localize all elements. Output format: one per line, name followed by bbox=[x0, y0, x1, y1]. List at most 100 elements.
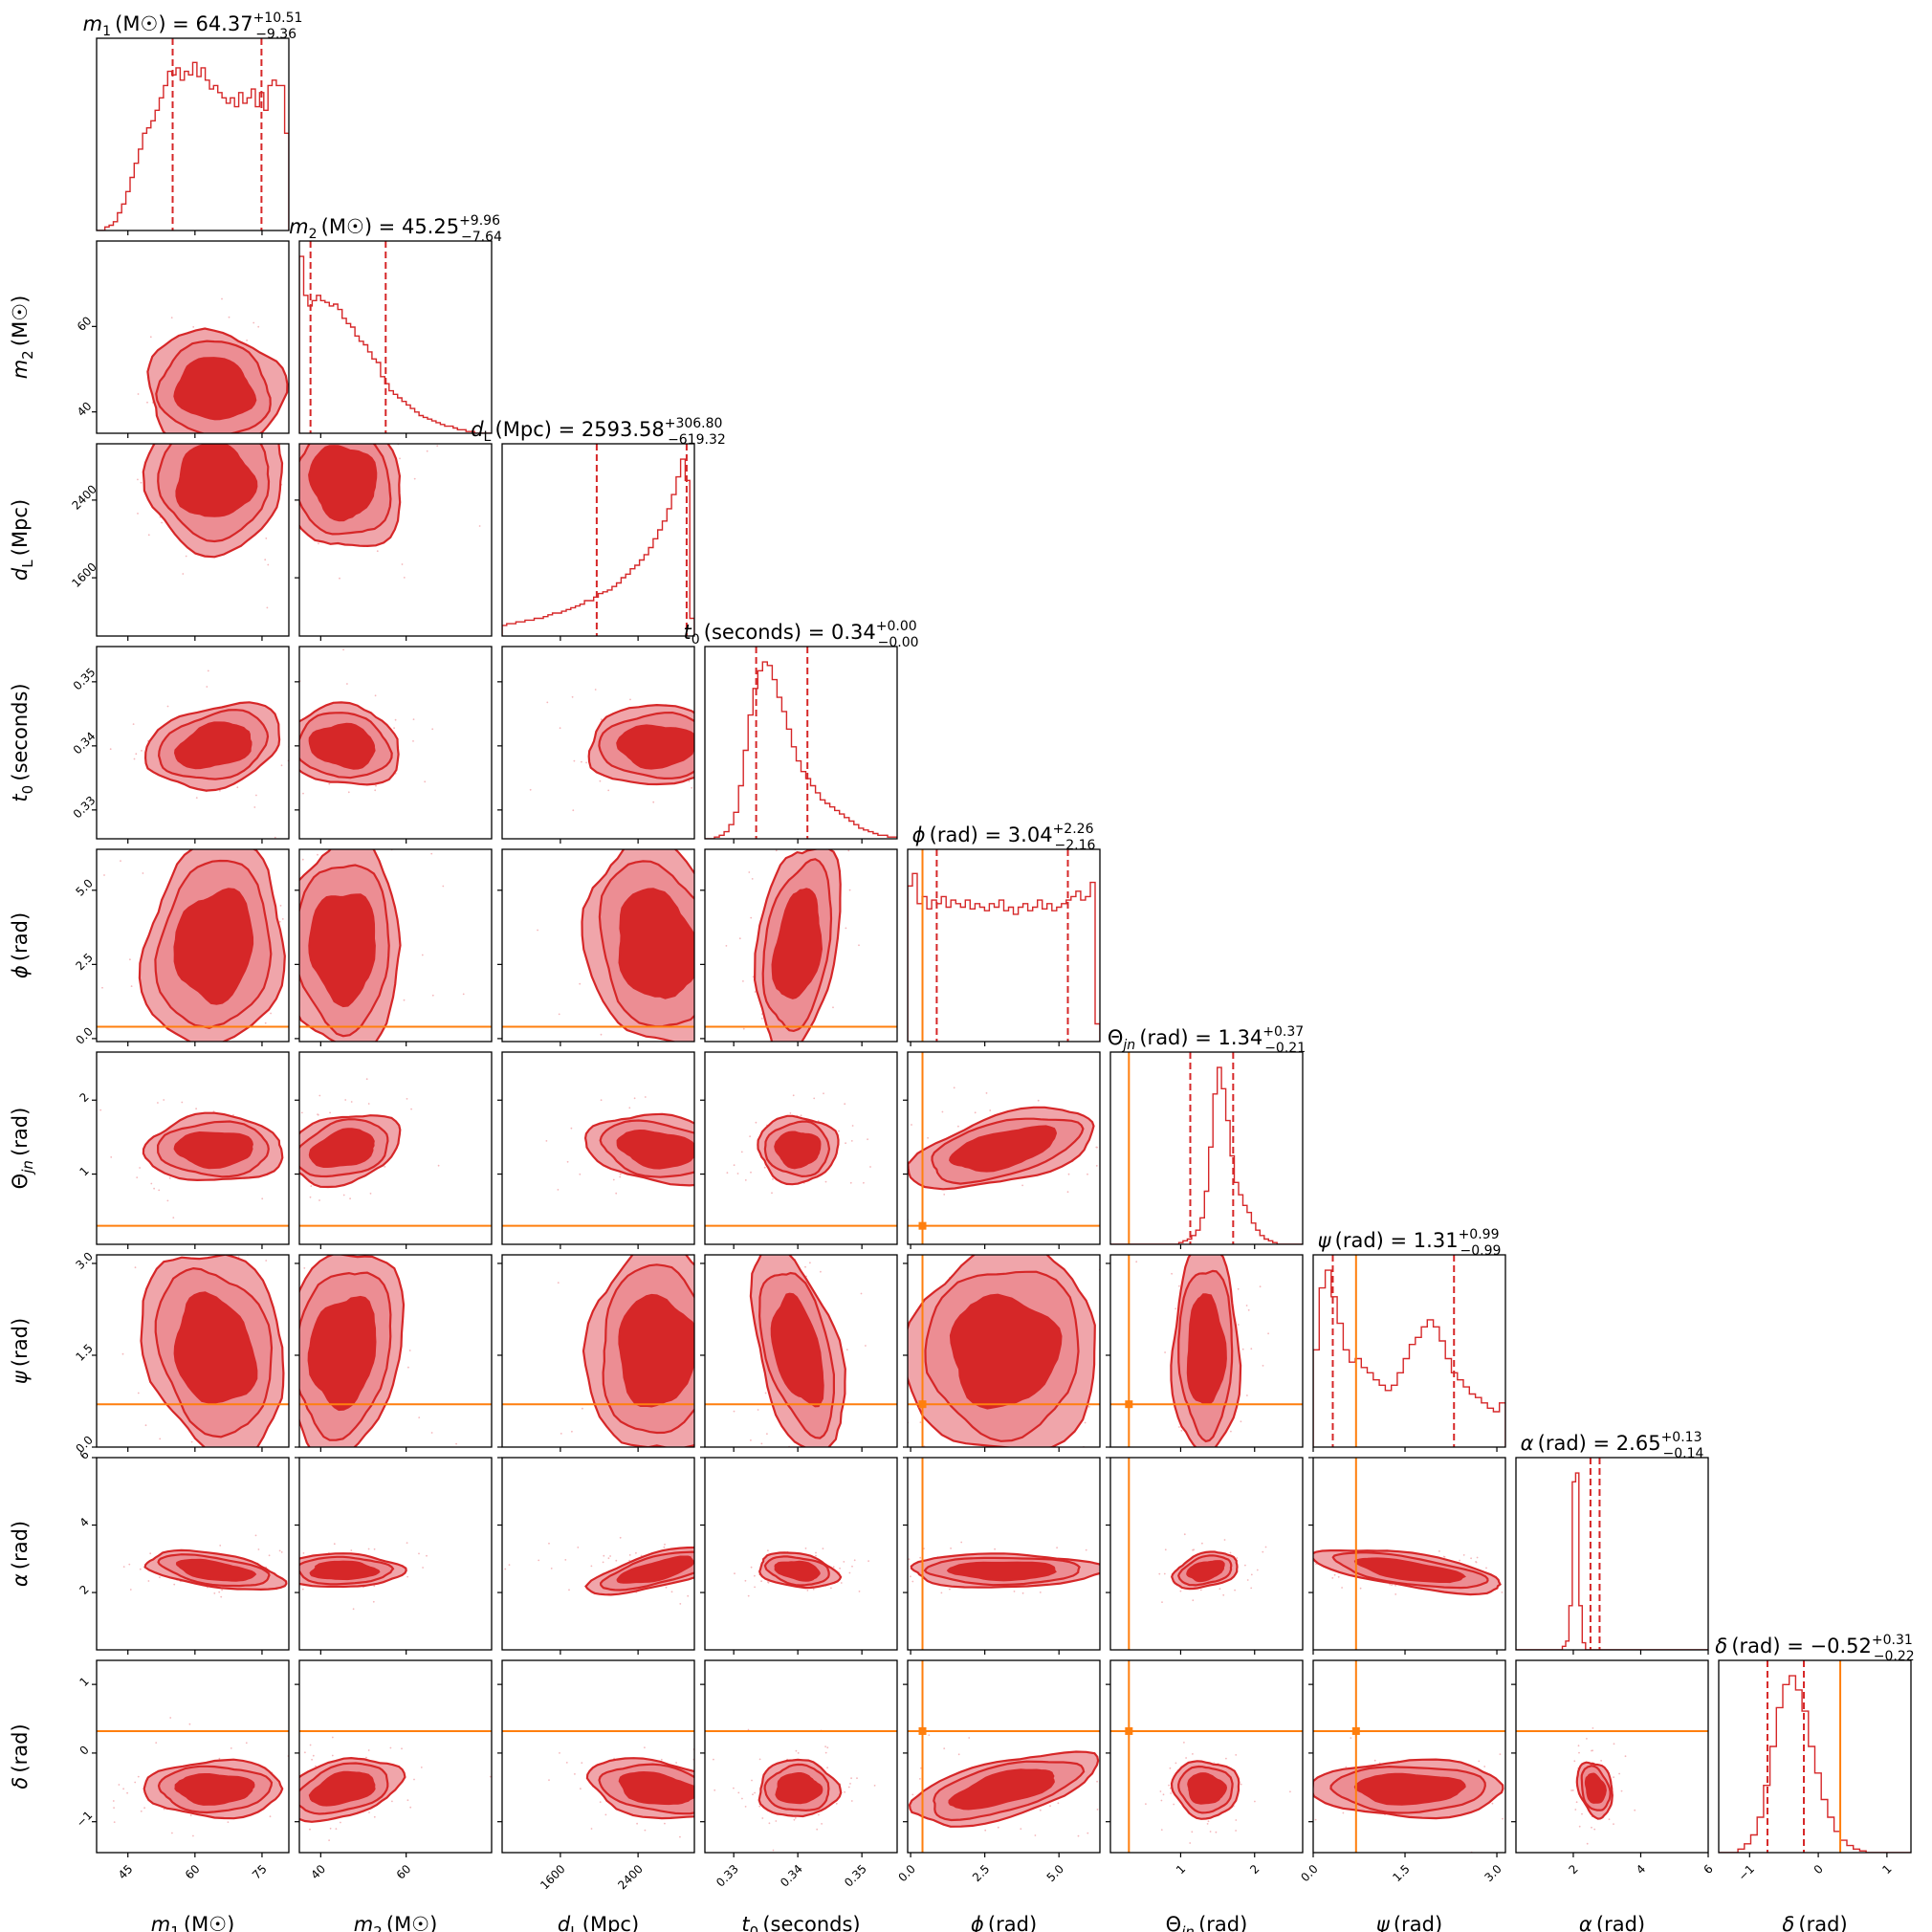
sample-point bbox=[146, 429, 148, 431]
x-axis-label-delta: δ (rad) bbox=[1782, 1913, 1847, 1932]
sample-point bbox=[101, 986, 103, 989]
sample-point bbox=[656, 1474, 658, 1476]
sample-point bbox=[700, 1253, 702, 1255]
sample-point bbox=[1163, 1572, 1166, 1575]
sample-point bbox=[844, 785, 845, 787]
sample-point bbox=[739, 1823, 741, 1825]
sample-point bbox=[679, 1835, 681, 1838]
sample-point bbox=[1624, 1755, 1627, 1758]
sample-point bbox=[64, 450, 66, 451]
contour-core bbox=[946, 1561, 1057, 1582]
sample-point bbox=[822, 1055, 823, 1057]
sample-point bbox=[707, 1790, 709, 1792]
sample-point bbox=[1394, 1593, 1397, 1595]
sample-point bbox=[262, 832, 264, 834]
sample-point bbox=[1245, 1305, 1248, 1306]
contour-core bbox=[173, 1291, 258, 1405]
sample-point bbox=[309, 1828, 311, 1831]
sample-point bbox=[389, 845, 391, 846]
sample-point bbox=[406, 1575, 408, 1578]
sample-point bbox=[746, 886, 748, 888]
sample-point bbox=[232, 1114, 234, 1116]
sample-point bbox=[590, 1828, 593, 1830]
sample-point bbox=[716, 670, 718, 672]
sample-point bbox=[166, 705, 169, 708]
sample-point bbox=[1250, 1573, 1253, 1576]
panel-delta-delta: δ (rad) = −0.52+0.31 −0.22 −1 0 1 bbox=[1715, 1633, 1914, 1883]
sample-point bbox=[1549, 1571, 1551, 1573]
sample-point bbox=[1586, 1738, 1588, 1740]
sample-point bbox=[793, 1818, 796, 1821]
sample-point bbox=[726, 1522, 728, 1524]
sample-point bbox=[67, 732, 69, 734]
sample-point bbox=[136, 1176, 139, 1178]
sample-point bbox=[1179, 1590, 1182, 1592]
sample-point bbox=[317, 853, 318, 856]
sample-point bbox=[302, 792, 304, 795]
sample-point bbox=[207, 670, 209, 672]
sample-point bbox=[832, 1237, 834, 1239]
sample-point bbox=[853, 1559, 856, 1562]
sample-point bbox=[1570, 1789, 1572, 1791]
sample-point bbox=[308, 368, 310, 370]
sample-point bbox=[328, 782, 331, 785]
sample-point bbox=[1292, 1821, 1294, 1823]
sample-point bbox=[245, 1756, 247, 1758]
sample-point bbox=[919, 1421, 922, 1423]
sample-point bbox=[1222, 1593, 1225, 1596]
sample-point bbox=[845, 1142, 846, 1145]
sample-point bbox=[717, 1258, 719, 1260]
sample-point bbox=[849, 1783, 851, 1785]
sample-point bbox=[1183, 1742, 1185, 1744]
sample-point bbox=[275, 545, 277, 547]
sample-point bbox=[815, 1551, 817, 1554]
sample-point bbox=[182, 573, 185, 575]
sample-point bbox=[140, 481, 143, 484]
sample-point bbox=[286, 1133, 288, 1135]
sample-point bbox=[734, 1572, 735, 1575]
panel-dL-m1: 1600 2400 bbox=[64, 429, 290, 641]
sample-point bbox=[772, 1178, 774, 1180]
sample-point bbox=[740, 1151, 743, 1153]
sample-point bbox=[769, 847, 771, 849]
sample-point bbox=[294, 1804, 296, 1806]
sample-point bbox=[1104, 1777, 1106, 1779]
sample-point bbox=[1116, 1164, 1118, 1166]
x-tick-label-phi: 2.5 bbox=[970, 1862, 992, 1884]
sample-point bbox=[586, 834, 588, 836]
sample-point bbox=[112, 1800, 115, 1802]
sample-point bbox=[430, 852, 433, 855]
sample-point bbox=[1600, 1760, 1602, 1762]
sample-point bbox=[599, 779, 602, 782]
sample-point bbox=[508, 1564, 511, 1566]
sample-point bbox=[766, 1433, 768, 1435]
sample-point bbox=[695, 1100, 697, 1102]
sample-point bbox=[744, 1179, 747, 1181]
panel-frame bbox=[96, 646, 290, 840]
sample-point bbox=[1192, 1753, 1194, 1755]
sample-point bbox=[1185, 1757, 1187, 1759]
sample-point bbox=[1578, 1825, 1581, 1828]
sample-point bbox=[1314, 1818, 1317, 1821]
sample-point bbox=[607, 1557, 610, 1560]
sample-point bbox=[246, 340, 248, 341]
panel-dL-dL: dL (Mpc) = 2593.58+306.80 −619.32 bbox=[471, 416, 726, 641]
sample-point bbox=[697, 721, 699, 723]
sample-point bbox=[227, 1221, 229, 1223]
y-tick-label-psi: 3.0 bbox=[73, 1249, 95, 1271]
sample-point bbox=[373, 1585, 376, 1588]
sample-point bbox=[1161, 1334, 1163, 1336]
sample-point bbox=[308, 707, 310, 709]
sample-point bbox=[401, 563, 404, 565]
sample-point bbox=[799, 1070, 801, 1072]
sample-point bbox=[688, 779, 691, 782]
x-axis-label-t0: t0 (seconds) bbox=[741, 1913, 860, 1932]
sample-point bbox=[815, 1554, 817, 1557]
panel-frame bbox=[96, 1254, 290, 1448]
sample-point bbox=[899, 1146, 901, 1148]
sample-point bbox=[134, 1266, 137, 1269]
sample-point bbox=[740, 1761, 742, 1763]
sample-point bbox=[1475, 1561, 1478, 1564]
sample-point bbox=[1095, 1165, 1098, 1167]
sample-point bbox=[188, 1723, 191, 1725]
